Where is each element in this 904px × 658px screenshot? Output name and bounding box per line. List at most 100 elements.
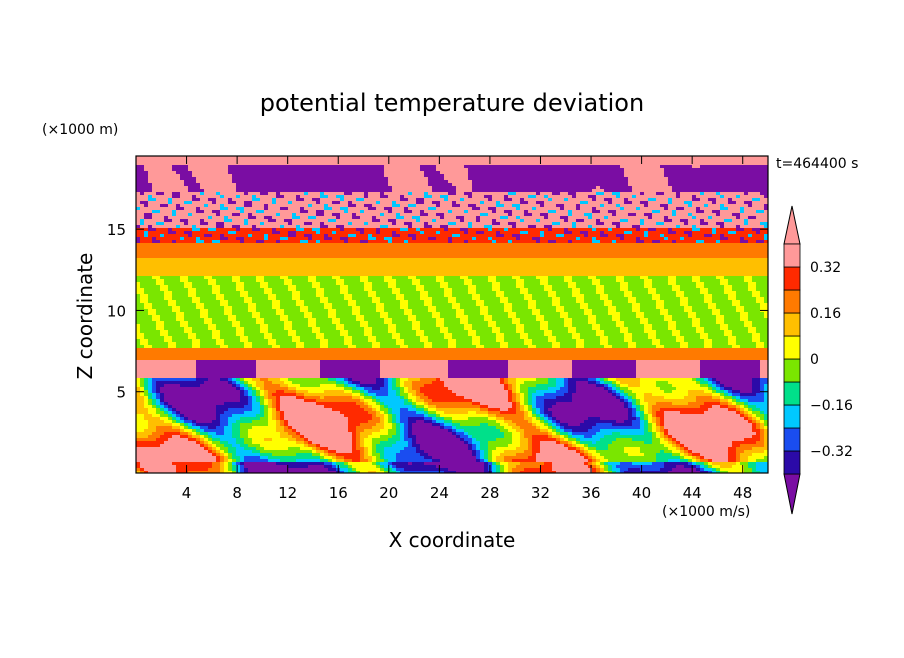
field-cell [180, 414, 185, 418]
field-cell [236, 453, 241, 457]
field-cell [212, 273, 217, 277]
field-cell [232, 429, 237, 433]
field-cell [184, 183, 189, 187]
field-cell [216, 270, 221, 274]
field-cell [208, 468, 213, 472]
field-cell [144, 330, 149, 334]
field-cell [180, 366, 185, 370]
field-cell [172, 171, 177, 175]
field-cell [176, 276, 181, 280]
field-cell [136, 402, 141, 406]
field-cell [204, 390, 209, 394]
field-cell [180, 435, 185, 439]
field-cell [156, 339, 161, 343]
field-cell [156, 423, 161, 427]
field-cell [192, 189, 197, 193]
field-cell [152, 471, 157, 473]
field-cell [204, 159, 209, 163]
field-cell [172, 405, 177, 409]
field-cell [212, 447, 217, 451]
field-cell [212, 405, 217, 409]
field-cell [212, 168, 217, 172]
field-cell [152, 393, 157, 397]
field-cell [192, 177, 197, 181]
field-cell [196, 345, 201, 349]
field-cell [204, 285, 209, 289]
field-cell [168, 228, 173, 232]
field-cell [204, 471, 209, 473]
field-cell [200, 180, 205, 184]
field-cell [176, 159, 181, 163]
field-cell [212, 321, 217, 325]
field-cell [184, 216, 189, 220]
field-cell [200, 324, 205, 328]
field-cell [140, 222, 145, 226]
field-cell [168, 405, 173, 409]
field-cell [160, 468, 165, 472]
field-cell [228, 156, 233, 160]
field-cell [236, 360, 241, 364]
field-cell [152, 351, 157, 355]
field-cell [192, 465, 197, 469]
field-cell [200, 198, 205, 202]
field-cell [184, 312, 189, 316]
field-cell [208, 291, 213, 295]
field-cell [152, 444, 157, 448]
field-cell [136, 396, 141, 400]
field-cell [232, 375, 237, 379]
field-cell [228, 327, 233, 331]
field-cell [232, 453, 237, 457]
field-cell [164, 441, 169, 445]
field-cell [228, 321, 233, 325]
field-cell [172, 408, 177, 412]
field-cell [144, 417, 149, 421]
field-cell [152, 216, 157, 220]
field-cell [180, 405, 185, 409]
field-cell [228, 300, 233, 304]
field-cell [148, 399, 153, 403]
field-cell [204, 411, 209, 415]
field-cell [172, 333, 177, 337]
field-cell [148, 321, 153, 325]
field-cell [196, 255, 201, 259]
field-cell [156, 378, 161, 382]
field-cell [192, 192, 197, 196]
field-cell [156, 360, 161, 364]
field-cell [216, 189, 221, 193]
field-cell [216, 249, 221, 253]
field-cell [220, 195, 225, 199]
field-cell [196, 441, 201, 445]
field-cell [176, 414, 181, 418]
field-cell [196, 267, 201, 271]
field-cell [168, 330, 173, 334]
field-cell [176, 426, 181, 430]
field-cell [208, 249, 213, 253]
field-cell [188, 417, 193, 421]
field-cell [148, 192, 153, 196]
field-cell [144, 393, 149, 397]
field-cell [236, 267, 241, 271]
field-cell [152, 210, 157, 214]
field-cell [188, 192, 193, 196]
field-cell [168, 171, 173, 175]
field-cell [232, 189, 237, 193]
chart-title: potential temperature deviation [260, 89, 644, 117]
field-cell [176, 381, 181, 385]
field-cell [144, 240, 149, 244]
field-cell [188, 390, 193, 394]
field-cell [236, 399, 241, 403]
field-cell [176, 372, 181, 376]
field-cell [232, 159, 237, 163]
field-cell [204, 324, 209, 328]
field-cell [192, 207, 197, 211]
field-cell [140, 432, 145, 436]
field-cell [180, 282, 185, 286]
field-cell [172, 411, 177, 415]
field-cell [208, 216, 213, 220]
field-cell [180, 222, 185, 226]
field-cell [220, 285, 225, 289]
field-cell [216, 438, 221, 442]
field-cell [160, 249, 165, 253]
field-cell [140, 207, 145, 211]
field-cell [228, 174, 233, 178]
